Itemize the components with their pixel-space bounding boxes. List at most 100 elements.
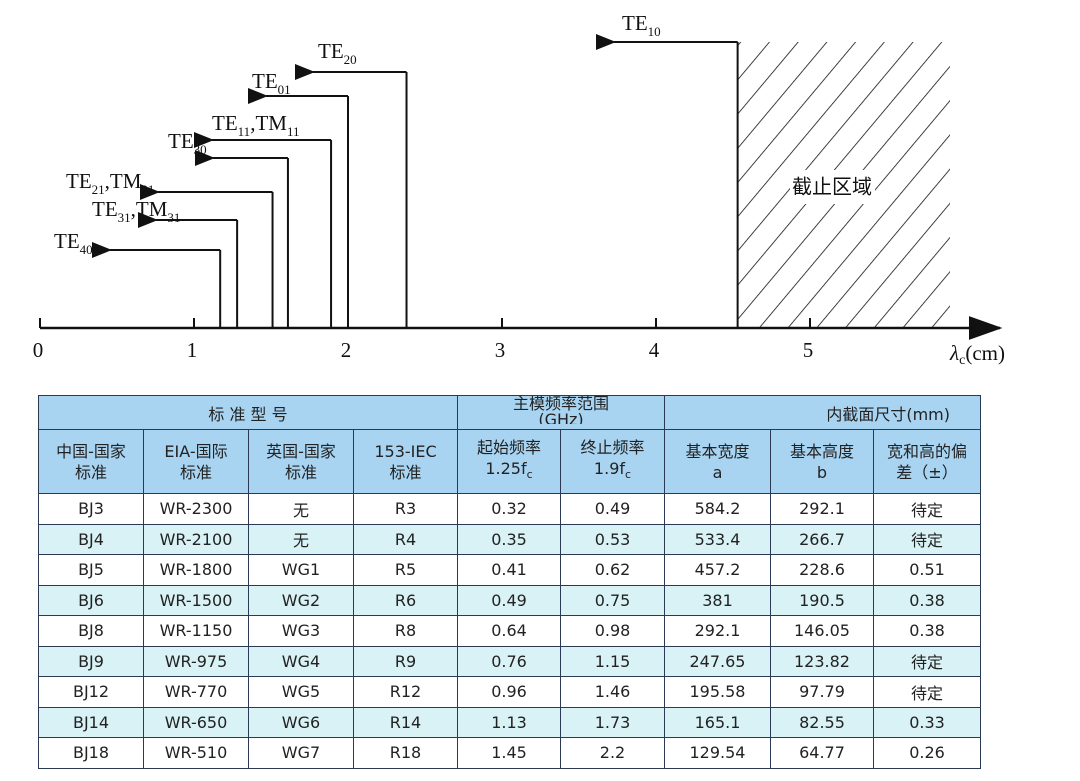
- data-row: BJ3 WR-2300 无 R3 0.32 0.49 584.2 292.1 待定: [38, 493, 981, 525]
- tick-label: 2: [341, 338, 352, 362]
- sub-header-line: EIA-国际: [164, 441, 228, 461]
- data-row: BJ18 WR-510 WG7 R18 1.45 2.2 129.54 64.77 0.26: [38, 737, 981, 769]
- cell: WR-2300: [143, 493, 249, 525]
- cell: WR-1150: [143, 615, 249, 647]
- cell: 0.96: [457, 676, 561, 708]
- axis-symbol: λ: [949, 341, 959, 365]
- sub-header-line: 宽和高的偏: [886, 441, 967, 461]
- cell: 0.62: [560, 554, 665, 586]
- tick-label: 0: [33, 338, 44, 362]
- tick-label: 3: [495, 338, 506, 362]
- cell: BJ12: [38, 676, 144, 708]
- mode-name: ,TM: [131, 197, 168, 221]
- sub-header: 起始频率 1.25fc: [457, 429, 561, 494]
- cell: BJ4: [38, 523, 144, 555]
- cell: BJ6: [38, 584, 144, 616]
- cell: 228.6: [770, 554, 874, 586]
- sub-header-line: 标准: [179, 462, 212, 482]
- cell: 584.2: [664, 493, 771, 525]
- sub-header-sub: c: [625, 468, 632, 482]
- cell: 1.15: [560, 645, 665, 677]
- cell: R8: [353, 615, 458, 647]
- cell: 0.76: [457, 645, 561, 677]
- mode-label: TE40: [54, 229, 93, 257]
- cell: BJ8: [38, 615, 144, 647]
- cell: WR-1800: [143, 554, 249, 586]
- cell: 129.54: [664, 737, 771, 769]
- cell: WG4: [248, 645, 354, 677]
- cell: WG3: [248, 615, 354, 647]
- mode-label: TE10: [622, 11, 661, 39]
- cell: WG5: [248, 676, 354, 708]
- cell: WR-975: [143, 645, 249, 677]
- cell: 1.73: [560, 706, 665, 738]
- sub-header-line: 153-IEC: [374, 441, 437, 461]
- data-row: BJ14 WR-650 WG6 R14 1.13 1.73 165.1 82.55 0.33: [38, 706, 981, 738]
- sub-header-row: 中国-国家 标准 EIA-国际 标准 英国-国家 标准 153-IEC 标准 起始频率 1.25f…: [38, 429, 981, 494]
- sub-header-line: 标准: [74, 462, 107, 482]
- cell: 165.1: [664, 706, 771, 738]
- cell: 0.38: [873, 615, 981, 647]
- cell: 292.1: [664, 615, 771, 647]
- mode-sub: 21: [92, 182, 105, 197]
- cell: 无: [248, 523, 354, 555]
- cell: 2.2: [560, 737, 665, 769]
- cell: WR-1500: [143, 584, 249, 616]
- cell: WG6: [248, 706, 354, 738]
- waveguide-table: 标 准 型 号主模频率范围 (GHz) 内截面尺寸(mm) 中国-国家 标准 EIA-国际…: [38, 395, 981, 769]
- sub-header-line: 标准: [284, 462, 317, 482]
- cell: WR-770: [143, 676, 249, 708]
- mode-label: TE11,TM11: [212, 111, 299, 139]
- mode-name: TE: [168, 129, 194, 153]
- cell: WR-650: [143, 706, 249, 738]
- cell: 0.51: [873, 554, 981, 586]
- cell: 待定: [873, 676, 981, 708]
- mode-sub: 31: [118, 210, 131, 225]
- mode-name: TE: [622, 11, 648, 35]
- cell: WR-510: [143, 737, 249, 769]
- sub-header: 英国-国家 标准: [248, 429, 354, 494]
- cell: BJ18: [38, 737, 144, 769]
- cell: 533.4: [664, 523, 771, 555]
- data-row: BJ4 WR-2100 无 R4 0.35 0.53 533.4 266.7 待定: [38, 523, 981, 555]
- cell: 1.46: [560, 676, 665, 708]
- sub-header-sub: c: [526, 468, 533, 482]
- mode-name: TE: [66, 169, 92, 193]
- cell: R12: [353, 676, 458, 708]
- cell: WG2: [248, 584, 354, 616]
- label-bg: [790, 170, 875, 204]
- tick-label: 5: [803, 338, 814, 362]
- sub-header: EIA-国际 标准: [143, 429, 249, 494]
- cell: 146.05: [770, 615, 874, 647]
- tick-label: 4: [649, 338, 660, 362]
- mode-sub: 10: [648, 24, 661, 39]
- group-header: 内截面尺寸(mm): [664, 395, 981, 430]
- mode-name: TE: [54, 229, 80, 253]
- sub-header-line: 起始频率: [476, 438, 541, 458]
- mode-name: TE: [212, 111, 238, 135]
- mode-name: ,TM: [250, 111, 287, 135]
- group-header: 标 准 型 号: [38, 395, 458, 430]
- sub-header: 基本宽度 a: [664, 429, 771, 494]
- cell: 195.58: [664, 676, 771, 708]
- cell: R4: [353, 523, 458, 555]
- sub-header-line: a: [712, 462, 723, 482]
- group-header-line: 主模频率范围: [512, 395, 609, 413]
- cell: 381: [664, 584, 771, 616]
- sub-header-line: 标准: [389, 462, 422, 482]
- cell: 266.7: [770, 523, 874, 555]
- cell: 97.79: [770, 676, 874, 708]
- mode-label: TE30: [168, 129, 207, 157]
- cell: BJ5: [38, 554, 144, 586]
- axis-unit: (cm): [965, 341, 1005, 365]
- sub-header: 153-IEC 标准: [353, 429, 458, 494]
- mode-sub: 11: [238, 124, 251, 139]
- sub-header-line: 中国-国家: [56, 441, 126, 461]
- sub-header-line: b: [816, 462, 828, 482]
- mode-name: ,TM: [105, 169, 142, 193]
- cell: WG1: [248, 554, 354, 586]
- cell: 1.13: [457, 706, 561, 738]
- sub-header: 基本高度 b: [770, 429, 874, 494]
- cell: 1.45: [457, 737, 561, 769]
